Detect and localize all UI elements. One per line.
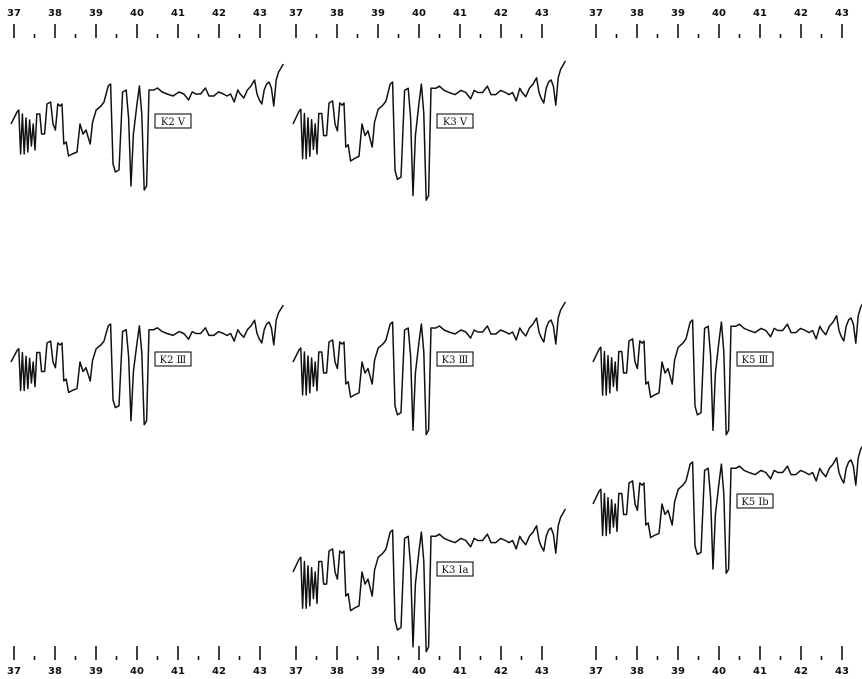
tick-label: 38 <box>630 8 644 19</box>
tick-label: 39 <box>671 666 685 677</box>
label-box <box>736 351 774 367</box>
label-text: K2 Ⅴ <box>161 117 186 128</box>
spectral-type-label: K3 Ia <box>436 561 474 577</box>
tick-label: 40 <box>712 666 726 677</box>
spectrum-line <box>292 508 567 653</box>
label-box <box>436 351 474 367</box>
tick-label: 41 <box>171 8 185 19</box>
spectrum-panel-k3iii: K3 Ⅲ <box>292 301 567 436</box>
label-text: K3 Ia <box>442 565 469 576</box>
spectrum-line <box>592 445 862 575</box>
spectrum-panel-k2v: K2 Ⅴ <box>10 63 285 191</box>
tick-label: 43 <box>835 8 849 19</box>
top-middle-scale: 37 38 39 40 41 42 43 <box>289 8 549 38</box>
tick-label: 40 <box>412 8 426 19</box>
top-right-scale: 37 38 39 40 41 42 43 <box>589 8 849 38</box>
spectrum-line <box>292 60 567 201</box>
label-box <box>154 113 192 129</box>
spectrum-panel-k3ia: K3 Ia <box>292 508 567 653</box>
spectrum-line <box>592 303 862 436</box>
spectrum-line <box>10 304 285 426</box>
tick-label: 41 <box>453 8 467 19</box>
spectrum-panel-k5iii: K5 Ⅲ <box>592 303 862 436</box>
tick-label: 43 <box>253 666 267 677</box>
tick-label: 41 <box>753 8 767 19</box>
tick-label: 37 <box>7 666 21 677</box>
label-box <box>154 351 192 367</box>
tick-label: 42 <box>212 8 226 19</box>
tick-label: 37 <box>589 8 603 19</box>
tick-label: 42 <box>494 666 508 677</box>
tick-label: 40 <box>130 666 144 677</box>
tick-label: 43 <box>835 666 849 677</box>
label-text: K3 Ⅴ <box>443 117 468 128</box>
spectrum-panel-k2iii: K2 Ⅲ <box>10 304 285 426</box>
tick-label: 42 <box>794 666 808 677</box>
tick-label: 39 <box>371 8 385 19</box>
tick-label: 38 <box>48 8 62 19</box>
axis-scales: 37 38 39 40 41 42 43 37 38 39 40 41 42 43 37 38 39 40 41 42… <box>7 8 849 677</box>
tick-label: 37 <box>589 666 603 677</box>
tick-label: 39 <box>89 8 103 19</box>
tick-label: 43 <box>535 8 549 19</box>
bottom-right-scale: 37 38 39 40 41 42 43 <box>589 646 849 677</box>
tick-label: 43 <box>253 8 267 19</box>
spectrum-panel-k5ib: K5 Ib <box>592 445 862 575</box>
bottom-left-scale: 37 38 39 40 41 42 43 <box>7 646 267 677</box>
tick-label: 40 <box>412 666 426 677</box>
spectral-type-label: K2 Ⅴ <box>154 113 192 129</box>
label-text: K2 Ⅲ <box>160 355 187 366</box>
tick-label: 42 <box>494 8 508 19</box>
spectral-type-label: K3 Ⅲ <box>436 351 474 367</box>
tick-label: 40 <box>712 8 726 19</box>
top-left-scale: 37 38 39 40 41 42 43 <box>7 8 267 38</box>
tick-label: 37 <box>7 8 21 19</box>
label-box <box>736 493 774 509</box>
tick-label: 38 <box>330 666 344 677</box>
tick-label: 42 <box>794 8 808 19</box>
spectrum-line <box>10 63 285 191</box>
label-box <box>436 561 474 577</box>
spectra-panels: K2 Ⅴ K3 Ⅴ K2 Ⅲ K3 Ⅲ K5 Ⅲ K5 Ib K3 Ia <box>10 60 862 653</box>
bottom-middle-scale: 37 38 39 40 41 42 43 <box>289 646 549 677</box>
tick-label: 39 <box>89 666 103 677</box>
tick-label: 43 <box>535 666 549 677</box>
tick-label: 41 <box>171 666 185 677</box>
label-text: K3 Ⅲ <box>442 355 469 366</box>
spectral-type-label: K3 Ⅴ <box>436 113 474 129</box>
spectrum-line <box>292 301 567 436</box>
label-box <box>436 113 474 129</box>
tick-label: 39 <box>371 666 385 677</box>
tick-label: 41 <box>453 666 467 677</box>
label-text: K5 Ib <box>741 497 768 508</box>
label-text: K5 Ⅲ <box>742 355 769 366</box>
tick-label: 40 <box>130 8 144 19</box>
tick-label: 41 <box>753 666 767 677</box>
tick-label: 38 <box>630 666 644 677</box>
tick-label: 38 <box>330 8 344 19</box>
tick-label: 38 <box>48 666 62 677</box>
spectrum-panel-k3v: K3 Ⅴ <box>292 60 567 201</box>
spectral-type-label: K5 Ⅲ <box>736 351 774 367</box>
spectral-type-label: K5 Ib <box>736 493 774 509</box>
spectral-type-label: K2 Ⅲ <box>154 351 192 367</box>
tick-label: 37 <box>289 666 303 677</box>
tick-label: 37 <box>289 8 303 19</box>
tick-label: 42 <box>212 666 226 677</box>
tick-label: 39 <box>671 8 685 19</box>
